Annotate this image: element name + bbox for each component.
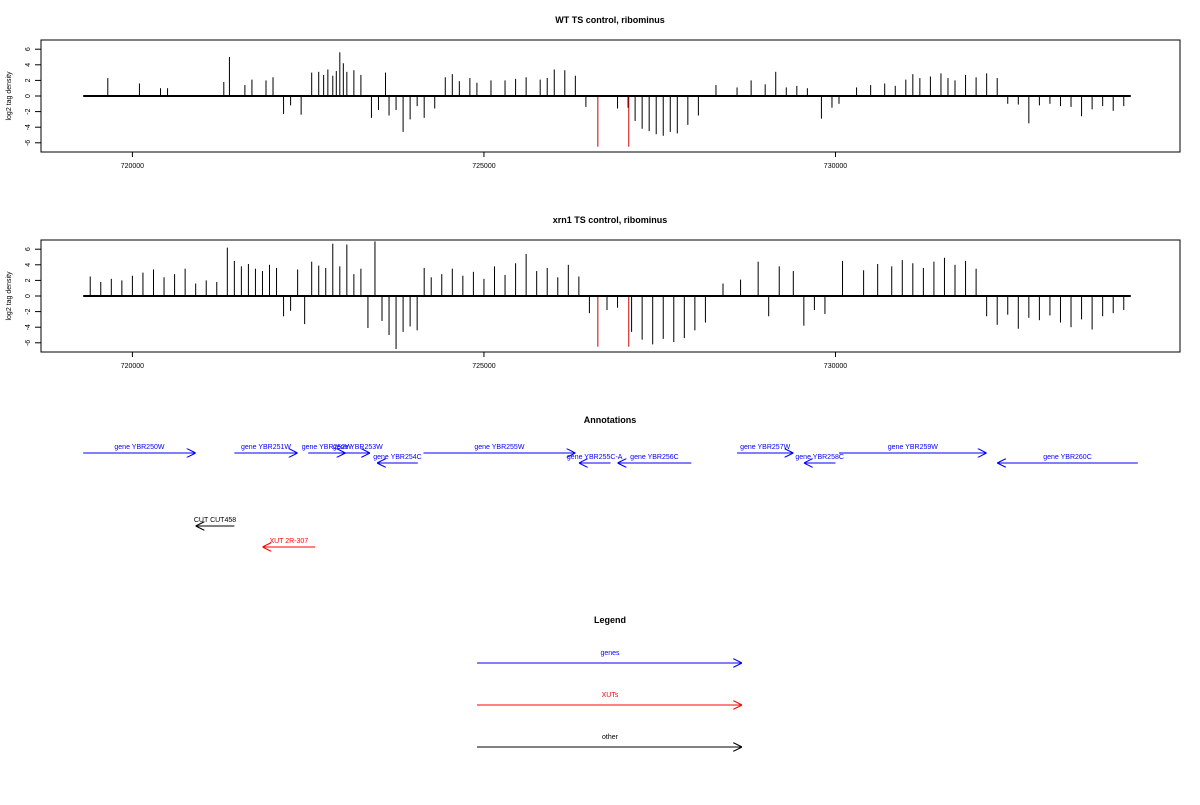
y-tick-label: -4 [25, 324, 32, 330]
y-tick-label: 6 [25, 47, 32, 51]
y-axis-label: log2 tag density [6, 271, 13, 321]
chart-title: xrn1 TS control, ribominus [553, 215, 668, 225]
feature: CUT CUT458 [194, 517, 236, 526]
chart-title: WT TS control, ribominus [555, 15, 665, 25]
feature: gene YBR254C [373, 454, 422, 463]
legend-title: Legend [594, 615, 626, 625]
y-tick-label: 2 [25, 278, 32, 282]
feature-label: gene YBR257W [740, 444, 790, 451]
feature-list: gene YBR250W gene YBR251W gene YBR252Wgene… [83, 444, 1138, 547]
feature: gene YBR257W [737, 444, 794, 453]
x-tick-label: 725000 [472, 363, 495, 370]
feature: gene YBR255W [423, 444, 576, 453]
x-tick-label: 730000 [824, 363, 847, 370]
feature-label: gene YBR258C [795, 454, 844, 461]
legend-label: XUTs [602, 692, 619, 699]
y-tick-label: -4 [25, 124, 32, 130]
bar-series [107, 52, 1125, 147]
y-axis: -6 -4 -2 0 2 4 6 [25, 47, 41, 146]
y-tick-label: -6 [25, 140, 32, 146]
annotations-title: Annotations [584, 415, 637, 425]
feature: gene YBR259W [839, 444, 987, 453]
feature-label: CUT CUT458 [194, 517, 236, 524]
y-tick-label: 4 [25, 63, 32, 67]
feature-label: gene YBR256C [630, 454, 679, 461]
legend-item: genes [477, 650, 742, 663]
y-tick-label: -6 [25, 340, 32, 346]
chart-panel-wt: WT TS control, ribominus log2 tag densit… [6, 15, 1181, 170]
y-tick-label: 0 [25, 294, 32, 298]
y-tick-label: 6 [25, 247, 32, 251]
x-tick-label: 720000 [121, 163, 144, 170]
x-axis: 720000 725000 730000 [121, 352, 847, 370]
x-tick-label: 725000 [472, 163, 495, 170]
feature: gene YBR252W [302, 444, 352, 453]
feature-label: gene YBR255W [474, 444, 524, 451]
feature-label: gene YBR259W [888, 444, 938, 451]
feature-label: gene YBR255C-A [567, 454, 623, 461]
feature-label: gene YBR254C [373, 454, 422, 461]
feature: gene YBR256C [617, 454, 692, 463]
y-axis-label: log2 tag density [6, 71, 13, 121]
x-tick-label: 730000 [824, 163, 847, 170]
feature-label: gene YBR260C [1043, 454, 1092, 461]
legend-item: XUTs [477, 692, 742, 705]
feature: gene YBR255C-A [567, 454, 623, 463]
feature: gene YBR260C [997, 454, 1138, 463]
y-tick-label: 2 [25, 78, 32, 82]
feature: XUT 2R-307 [262, 538, 316, 547]
feature-label: gene YBR253W [333, 444, 383, 451]
feature-label: gene YBR251W [241, 444, 291, 451]
feature: gene YBR250W [83, 444, 196, 453]
y-axis: -6 -4 -2 0 2 4 6 [25, 247, 41, 346]
y-tick-label: -2 [25, 108, 32, 114]
feature: gene YBR258C [795, 454, 844, 463]
y-tick-label: -2 [25, 308, 32, 314]
chart-panel-xrn1: xrn1 TS control, ribominus log2 tag dens… [6, 215, 1181, 370]
legend-item: other [477, 734, 742, 747]
legend-label: genes [600, 650, 620, 657]
legend: Legend genes XUTs other [477, 615, 742, 747]
feature-label: gene YBR250W [114, 444, 164, 451]
x-tick-label: 720000 [121, 363, 144, 370]
feature-label: gene YBR252W [302, 444, 352, 451]
x-axis: 720000 725000 730000 [121, 152, 847, 170]
y-tick-label: 0 [25, 94, 32, 98]
feature: gene YBR253W [333, 444, 383, 453]
bar-series [89, 241, 1125, 350]
legend-label: other [602, 734, 619, 741]
annotations-track: Annotations gene YBR250W gene YBR251W gene… [83, 415, 1138, 547]
legend-items: genes XUTs other [477, 650, 742, 747]
feature: gene YBR251W [234, 444, 298, 453]
feature-label: XUT 2R-307 [269, 538, 308, 545]
y-tick-label: 4 [25, 263, 32, 267]
